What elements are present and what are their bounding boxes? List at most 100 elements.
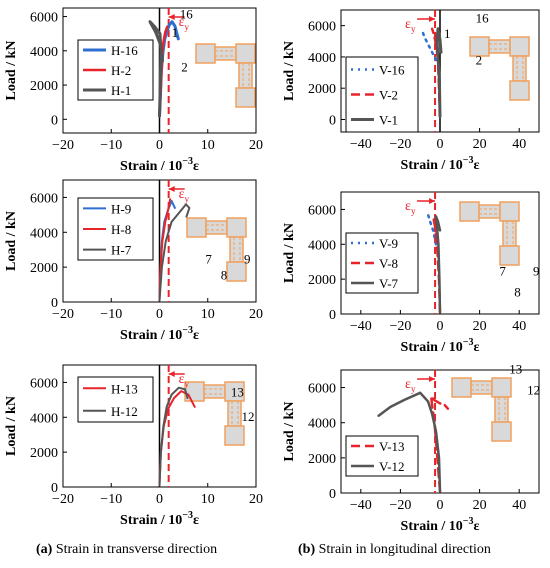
y-tick-label: 6000 [30, 191, 58, 206]
x-axis-label: Strain / 10−3ε [401, 337, 480, 355]
chart-V-mid: −40 −20 0 20 40 0 2000 4000 6000 Load / kN Strain … [282, 191, 540, 355]
chart-V-top: −40 −20 0 20 40 0 2000 4000 6000 Load / kN Strain … [282, 9, 540, 173]
y-tick-label: 4000 [30, 411, 58, 426]
yield-strain-label: εy [405, 17, 416, 34]
structure-sketch [195, 43, 256, 108]
series-line-V-16 [420, 29, 438, 62]
x-axis-label: Strain / 10−3ε [120, 510, 199, 528]
position-label: 12 [242, 409, 255, 424]
column-cell [509, 80, 530, 101]
x-tick-label: −20 [389, 137, 411, 152]
position-label: 9 [244, 252, 251, 267]
beam-cell [238, 62, 253, 89]
column-cell [499, 245, 520, 266]
x-label-part: ε [473, 340, 479, 355]
y-axis-label: Load / kN [282, 402, 297, 462]
y-axis-label: Load / kN [4, 41, 19, 101]
legend-label: V-16 [379, 63, 405, 78]
x-tick-label: 0 [156, 307, 163, 322]
column-cell [491, 421, 512, 442]
y-axis-label: Load / kN [4, 211, 19, 271]
column-cell [186, 217, 207, 238]
legend-label: H-7 [111, 243, 132, 258]
series-line-H-13 [158, 390, 196, 487]
position-label: 16 [476, 11, 490, 26]
beam-cell [488, 39, 511, 54]
x-tick-label: 10 [201, 307, 215, 322]
yield-subscript: y [185, 379, 190, 389]
caption-a: (a) Strain in transverse direction [36, 542, 218, 557]
x-label-part: Strain / 10 [401, 158, 463, 173]
x-tick-label: −40 [350, 137, 372, 152]
column-cell [226, 261, 247, 282]
x-label-exponent: −3 [182, 510, 193, 521]
position-label: 1 [444, 26, 451, 41]
legend-box [345, 435, 419, 477]
x-label-part: ε [193, 328, 199, 343]
beam-cell [494, 396, 509, 423]
chart-V-bot: −40 −20 0 20 40 0 2000 4000 6000 Load / kN Strain … [282, 362, 540, 534]
y-tick-label: 2000 [308, 452, 336, 467]
x-axis-label: Strain / 10−3ε [120, 156, 199, 174]
yield-strain-label: εy [405, 377, 416, 394]
y-tick-label: 4000 [308, 51, 336, 66]
x-tick-label: 10 [201, 138, 215, 153]
x-tick-label: −20 [52, 307, 74, 322]
structure-sketch [469, 36, 530, 101]
position-label: 12 [527, 383, 540, 398]
chart-H-mid: −20 −10 0 10 20 0 2000 4000 6000 Load / kN Strain … [4, 179, 263, 343]
position-label: 2 [181, 59, 188, 74]
y-tick-label: 0 [51, 481, 58, 496]
y-tick-label: 0 [329, 487, 336, 502]
x-tick-label: −20 [389, 498, 411, 513]
x-tick-label: −40 [350, 319, 372, 334]
yield-subscript: y [185, 22, 190, 32]
y-tick-label: 0 [329, 308, 336, 323]
beam-cell [205, 220, 228, 235]
column-cell [235, 43, 256, 64]
y-tick-label: 4000 [30, 226, 58, 241]
column-cell [509, 36, 530, 57]
yield-arrowhead [429, 16, 436, 22]
legend-label: V-8 [379, 256, 398, 271]
legend-label: V-13 [379, 439, 405, 454]
series-line-V-9 [426, 213, 438, 246]
legend-label: V-2 [379, 88, 398, 103]
legend-label: H-16 [111, 43, 138, 58]
x-axis-label: Strain / 10−3ε [401, 155, 480, 173]
x-tick-label: 0 [156, 492, 163, 507]
yield-arrowhead [168, 14, 175, 20]
yield-symbol: ε [405, 199, 411, 214]
y-tick-label: 0 [329, 113, 336, 128]
yield-symbol: ε [405, 377, 411, 392]
yield-strain-label: εy [179, 187, 190, 204]
yield-subscript: y [411, 24, 416, 34]
x-tick-label: 20 [249, 138, 263, 153]
column-cell [499, 201, 520, 222]
y-axis-label: Load / kN [282, 41, 297, 101]
beam-cell [214, 46, 237, 61]
x-tick-label: 20 [473, 498, 487, 513]
x-label-part: ε [473, 158, 479, 173]
y-tick-label: 6000 [308, 20, 336, 35]
position-label: 7 [205, 252, 212, 267]
y-tick-label: 2000 [30, 261, 58, 276]
series-line-V-12 [377, 391, 442, 493]
legend-label: V-9 [379, 236, 398, 251]
beam-cell [502, 220, 517, 247]
series-line-H-8 [158, 198, 172, 302]
x-tick-label: −40 [350, 498, 372, 513]
legend-label: V-1 [379, 113, 398, 128]
legend-label: V-7 [379, 276, 399, 291]
yield-subscript: y [411, 206, 416, 216]
structure-sketch [451, 377, 512, 442]
x-label-exponent: −3 [463, 155, 474, 166]
x-tick-label: 40 [512, 137, 526, 152]
chart-H-top: −20 −10 0 10 20 0 2000 4000 6000 Load / kN Strain … [4, 6, 263, 174]
column-cell [451, 377, 472, 398]
x-tick-label: 40 [512, 498, 526, 513]
x-axis-label: Strain / 10−3ε [120, 325, 199, 343]
x-tick-label: 40 [512, 319, 526, 334]
x-axis-label: Strain / 10−3ε [401, 516, 480, 534]
position-label: 13 [231, 384, 244, 399]
